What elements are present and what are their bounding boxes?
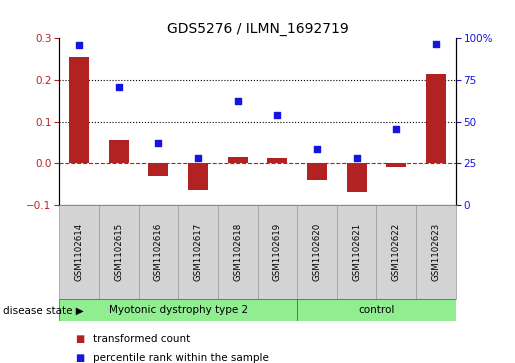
Text: control: control (358, 305, 394, 315)
Point (233, 98, 242, 104)
Point (154, 140, 162, 146)
Point (432, 41, 440, 47)
Bar (59, 205, 99, 299)
Text: Myotonic dystrophy type 2: Myotonic dystrophy type 2 (109, 305, 248, 315)
Text: GSM1102621: GSM1102621 (352, 223, 361, 281)
Point (313, 146, 321, 152)
Text: percentile rank within the sample: percentile rank within the sample (93, 352, 269, 363)
Bar (148, 163, 168, 176)
Text: transformed count: transformed count (93, 334, 190, 344)
Bar (178, 205, 218, 299)
Bar (297, 205, 337, 299)
Text: ■: ■ (75, 352, 84, 363)
Bar (218, 205, 258, 299)
Text: GSM1102618: GSM1102618 (233, 223, 242, 281)
Bar (59, 299, 297, 321)
Point (75, 42, 83, 48)
Bar (337, 205, 376, 299)
Bar (416, 205, 456, 299)
Point (114, 83, 123, 89)
Point (273, 113, 281, 118)
Point (392, 126, 401, 132)
Bar (258, 205, 297, 299)
Bar (347, 163, 367, 192)
Bar (267, 158, 287, 163)
Bar (386, 163, 406, 167)
Text: GSM1102622: GSM1102622 (392, 223, 401, 281)
Bar (376, 205, 416, 299)
Bar (69, 57, 89, 163)
Text: GSM1102614: GSM1102614 (75, 223, 83, 281)
Bar (109, 140, 129, 163)
Bar (99, 205, 139, 299)
Text: GSM1102619: GSM1102619 (273, 223, 282, 281)
Point (194, 155, 202, 161)
Point (352, 155, 360, 161)
Title: GDS5276 / ILMN_1692719: GDS5276 / ILMN_1692719 (167, 22, 348, 36)
Text: GSM1102615: GSM1102615 (114, 223, 123, 281)
Text: GSM1102623: GSM1102623 (432, 223, 440, 281)
Text: GSM1102617: GSM1102617 (194, 223, 202, 281)
Bar (188, 163, 208, 191)
Bar (426, 74, 446, 163)
Text: disease state ▶: disease state ▶ (3, 305, 83, 315)
Bar (307, 163, 327, 180)
Bar (228, 157, 248, 163)
Text: ■: ■ (75, 334, 84, 344)
Text: GSM1102620: GSM1102620 (313, 223, 321, 281)
Bar (139, 205, 178, 299)
Text: GSM1102616: GSM1102616 (154, 223, 163, 281)
Bar (297, 299, 456, 321)
